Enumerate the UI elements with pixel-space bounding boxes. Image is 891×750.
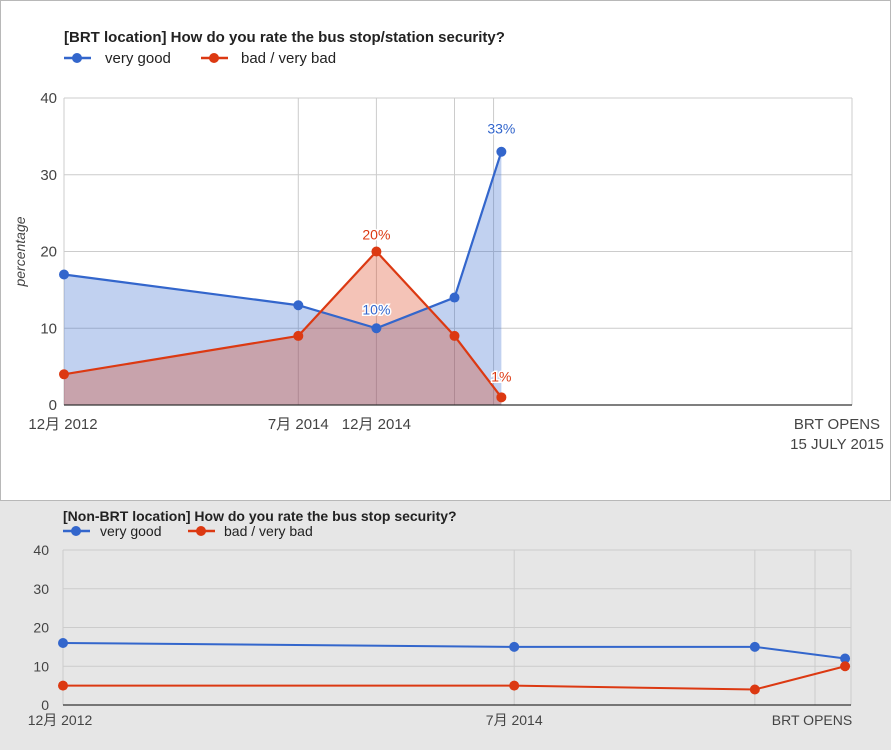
data-point-very-good <box>840 653 851 664</box>
x-tick-label: 12月 2012 <box>28 416 97 433</box>
x-tick-label: BRT OPENS <box>772 712 852 728</box>
x-tick-label: 12月 2014 <box>342 416 411 433</box>
data-label-bad: 1% <box>491 368 511 384</box>
nonbrt-chart-title: [Non-BRT location] How do you rate the b… <box>63 508 457 524</box>
y-tick-label: 0 <box>49 397 57 414</box>
y-tick-label: 20 <box>40 244 57 261</box>
data-point-bad <box>371 246 382 257</box>
data-point-very-good <box>59 269 69 280</box>
brt-chart: [BRT location] How do you rate the bus s… <box>12 29 884 453</box>
data-point-bad <box>840 661 851 672</box>
brt-chart-title: [BRT location] How do you rate the bus s… <box>64 29 505 46</box>
data-point-very-good <box>509 641 520 652</box>
data-point-bad <box>58 680 68 691</box>
data-label-very-good: 10% <box>362 301 390 317</box>
area-bad <box>64 251 502 405</box>
legend-marker-very-good <box>71 526 81 536</box>
data-point-very-good <box>58 638 68 648</box>
y-tick-label: 30 <box>33 581 49 597</box>
y-tick-label: 0 <box>41 697 49 713</box>
legend-label-bad: bad / very bad <box>241 50 336 67</box>
data-point-very-good <box>496 146 507 157</box>
data-point-bad <box>509 680 520 691</box>
nonbrt-chart-panel: [Non-BRT location] How do you rate the b… <box>0 501 891 750</box>
nonbrt-chart: [Non-BRT location] How do you rate the b… <box>28 508 853 728</box>
y-tick-label: 30 <box>40 167 57 184</box>
data-point-very-good <box>371 323 382 334</box>
y-axis-title: percentage <box>12 216 28 287</box>
x-tick-label: 15 JULY 2015 <box>790 436 884 453</box>
legend-marker-bad <box>209 53 219 63</box>
legend-label-bad: bad / very bad <box>224 523 313 539</box>
x-tick-label: 7月 2014 <box>486 712 543 728</box>
y-tick-label: 40 <box>33 542 49 558</box>
data-point-very-good <box>449 292 460 303</box>
series-line-very-good <box>62 642 846 660</box>
data-point-bad <box>293 330 304 341</box>
data-point-bad <box>449 330 460 341</box>
legend-label-very-good: very good <box>105 50 171 67</box>
data-point-bad <box>59 369 69 380</box>
data-label-very-good: 33% <box>487 121 515 137</box>
data-point-bad <box>496 392 507 403</box>
legend-marker-bad <box>196 526 206 536</box>
series-line-bad <box>63 665 846 691</box>
legend-marker-very-good <box>72 53 82 63</box>
y-tick-label: 20 <box>33 620 49 636</box>
data-point-very-good <box>293 300 304 311</box>
y-tick-label: 10 <box>40 320 57 337</box>
y-tick-label: 10 <box>33 658 49 674</box>
x-tick-label: 7月 2014 <box>268 416 329 433</box>
data-point-very-good <box>749 641 760 652</box>
data-label-bad: 20% <box>362 227 390 243</box>
x-tick-label: BRT OPENS <box>794 416 880 433</box>
brt-chart-panel: [BRT location] How do you rate the bus s… <box>0 0 891 501</box>
area-very-good <box>64 151 502 405</box>
x-tick-label: 12月 2012 <box>28 712 93 728</box>
y-tick-label: 40 <box>40 90 57 107</box>
legend-label-very-good: very good <box>100 523 161 539</box>
data-point-bad <box>749 684 760 695</box>
